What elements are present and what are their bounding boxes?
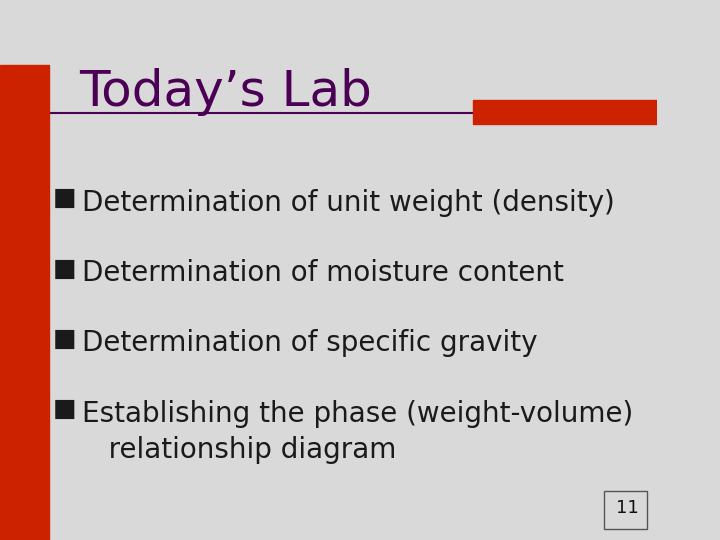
Text: Determination of moisture content: Determination of moisture content: [82, 259, 564, 287]
Text: 11: 11: [616, 498, 639, 517]
Text: Determination of unit weight (density): Determination of unit weight (density): [82, 189, 615, 217]
Bar: [0, 65, 49, 540]
Text: Today’s Lab: Today’s Lab: [79, 68, 372, 116]
Text: ■: ■: [53, 186, 76, 210]
FancyBboxPatch shape: [605, 491, 647, 529]
Text: Determination of specific gravity: Determination of specific gravity: [82, 329, 538, 357]
Text: ■: ■: [53, 256, 76, 280]
Bar: [473, 100, 657, 124]
Text: ■: ■: [53, 327, 76, 350]
Text: ■: ■: [53, 397, 76, 421]
Text: Establishing the phase (weight-volume)
   relationship diagram: Establishing the phase (weight-volume) r…: [82, 400, 634, 464]
